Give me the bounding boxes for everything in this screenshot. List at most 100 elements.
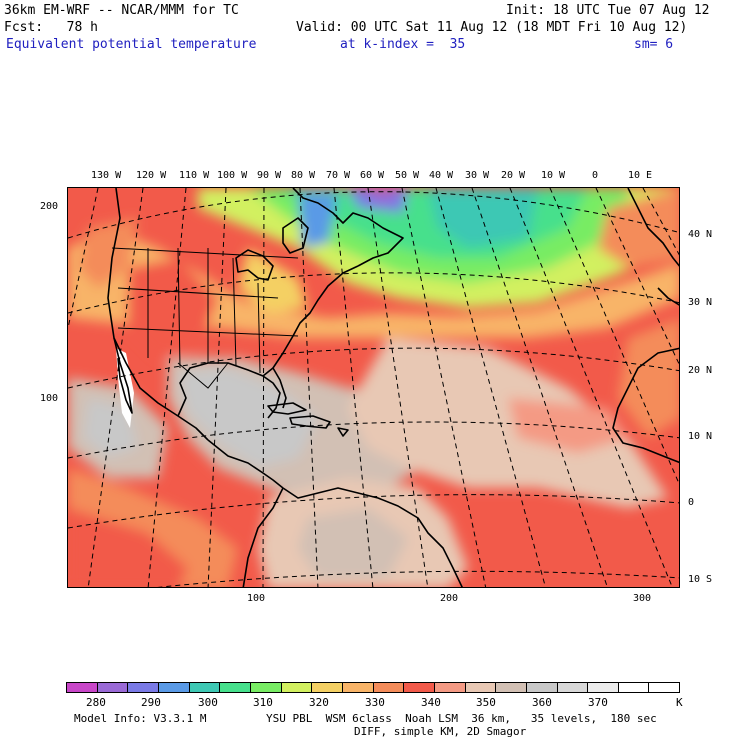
colorbar-cell-16 bbox=[557, 683, 589, 692]
longitude-line-130w bbox=[68, 188, 99, 329]
border-us-canada bbox=[111, 247, 299, 259]
colorbar-cell-8 bbox=[312, 683, 343, 692]
lat-label-10n: 10 N bbox=[688, 431, 713, 442]
longitude-line-10e bbox=[642, 188, 679, 256]
colorbar-cell-4 bbox=[189, 683, 221, 692]
init-time: Init: 18 UTC Tue 07 Aug 12 bbox=[506, 3, 710, 18]
longitude-line-70w bbox=[333, 188, 374, 587]
colorbar-label-320: 320 bbox=[309, 696, 329, 709]
border-state-7 bbox=[257, 282, 261, 374]
colorbar-label-330: 330 bbox=[365, 696, 385, 709]
political-borders bbox=[111, 247, 299, 389]
lon-label-10e: 10 E bbox=[628, 170, 653, 181]
colorbar-cell-0 bbox=[67, 683, 98, 692]
border-state-4 bbox=[117, 287, 279, 299]
colorbar-cell-7 bbox=[281, 683, 313, 692]
island-hispaniola bbox=[289, 415, 331, 429]
lon-label-100w: 100 W bbox=[217, 170, 248, 181]
border-state-6 bbox=[232, 257, 237, 367]
colorbar-label-350: 350 bbox=[476, 696, 496, 709]
colorbar-cell-11 bbox=[404, 683, 435, 692]
longitude-line-110w bbox=[147, 188, 187, 587]
colorbar-cell-18 bbox=[618, 683, 650, 692]
lon-label-30w: 30 W bbox=[465, 170, 490, 181]
lat-label-20n: 20 N bbox=[688, 365, 713, 376]
lon-label-40w: 40 W bbox=[429, 170, 454, 181]
coastline-sa-west bbox=[242, 487, 284, 587]
grid-x-label-100: 100 bbox=[247, 593, 266, 604]
level-info: at k-index = 35 bbox=[340, 37, 466, 52]
colorbar-cell-13 bbox=[465, 683, 497, 692]
coastline-hudson bbox=[282, 217, 309, 254]
longitude-line-10w bbox=[549, 188, 679, 485]
grid-y-label-100: 100 bbox=[40, 393, 59, 404]
lon-label-10w: 10 W bbox=[541, 170, 566, 181]
coastline-na-west bbox=[107, 188, 209, 441]
lon-label-90w: 90 W bbox=[257, 170, 282, 181]
lon-label-50w: 50 W bbox=[395, 170, 420, 181]
footer-diffusion: DIFF, simple KM, 2D Smagor bbox=[354, 725, 527, 738]
lon-label-0: 0 bbox=[592, 170, 599, 181]
border-state-5 bbox=[117, 327, 299, 337]
lon-label-70w: 70 W bbox=[326, 170, 351, 181]
colorbar-cell-12 bbox=[434, 683, 466, 692]
great-lakes bbox=[235, 249, 274, 281]
colorbar-unit: K bbox=[676, 696, 683, 709]
colorbar-cell-19 bbox=[649, 683, 680, 692]
coastline-baja bbox=[113, 337, 133, 414]
colorbar-label-290: 290 bbox=[141, 696, 161, 709]
lon-label-20w: 20 W bbox=[501, 170, 526, 181]
colorbar-label-300: 300 bbox=[198, 696, 218, 709]
latitude-line-20n bbox=[68, 347, 679, 389]
coastline-us-east bbox=[272, 265, 359, 369]
longitude-line-30w bbox=[471, 188, 608, 587]
coastline-south-america bbox=[282, 487, 463, 587]
colorbar-label-310: 310 bbox=[253, 696, 273, 709]
colorbar-cell-17 bbox=[588, 683, 619, 692]
colorbar-cell-5 bbox=[220, 683, 251, 692]
lon-label-60w: 60 W bbox=[360, 170, 385, 181]
lat-label-10s: 10 S bbox=[688, 574, 713, 585]
latitude-line-10n bbox=[68, 421, 679, 459]
colorbar-label-370: 370 bbox=[588, 696, 608, 709]
grid-y-label-200: 200 bbox=[40, 201, 59, 212]
coastlines bbox=[107, 188, 679, 587]
field-name: Equivalent potential temperature bbox=[6, 37, 257, 52]
border-state-2 bbox=[177, 247, 181, 369]
theta-e-map bbox=[68, 188, 679, 587]
longitude-line-120w bbox=[87, 188, 144, 587]
colorbar-cell-3 bbox=[158, 683, 190, 692]
valid-time: Valid: 00 UTC Sat 11 Aug 12 (18 MDT Fri … bbox=[296, 20, 688, 35]
border-us-mexico bbox=[177, 362, 229, 389]
longitude-line-100w bbox=[207, 188, 227, 587]
coastline-europe bbox=[627, 188, 679, 267]
color-scale-bar bbox=[66, 682, 680, 693]
island-puerto-rico bbox=[337, 427, 349, 437]
footer-physics: YSU PBL WSM 6class Noah LSM 36 km, 35 le… bbox=[266, 712, 657, 725]
colorbar-cell-10 bbox=[373, 683, 405, 692]
coastline-africa bbox=[612, 347, 679, 464]
colorbar-label-280: 280 bbox=[86, 696, 106, 709]
longitude-line-0 bbox=[595, 188, 679, 365]
lon-label-130w: 130 W bbox=[91, 170, 122, 181]
colorbar-cell-14 bbox=[496, 683, 527, 692]
lat-label-40n: 40 N bbox=[688, 229, 713, 240]
lat-label-30n: 30 N bbox=[688, 297, 713, 308]
colorbar-label-340: 340 bbox=[421, 696, 441, 709]
coastline-gulf bbox=[177, 362, 281, 419]
colorbar-cell-9 bbox=[342, 683, 374, 692]
map-panel bbox=[67, 187, 680, 588]
latitude-line-40n bbox=[68, 191, 679, 239]
longitude-line-60w bbox=[367, 188, 429, 587]
forecast-hour: Fcst: 78 h bbox=[4, 20, 98, 35]
smoothing-info: sm= 6 bbox=[634, 37, 674, 52]
colorbar-cell-6 bbox=[250, 683, 282, 692]
coastline-florida bbox=[262, 367, 287, 409]
coastline-canada bbox=[292, 188, 404, 267]
longitude-line-80w bbox=[299, 188, 319, 587]
lon-label-120w: 120 W bbox=[136, 170, 167, 181]
lon-label-110w: 110 W bbox=[179, 170, 210, 181]
model-title: 36km EM-WRF -- NCAR/MMM for TC bbox=[4, 3, 239, 18]
colorbar-cell-15 bbox=[526, 683, 558, 692]
lon-label-80w: 80 W bbox=[291, 170, 316, 181]
